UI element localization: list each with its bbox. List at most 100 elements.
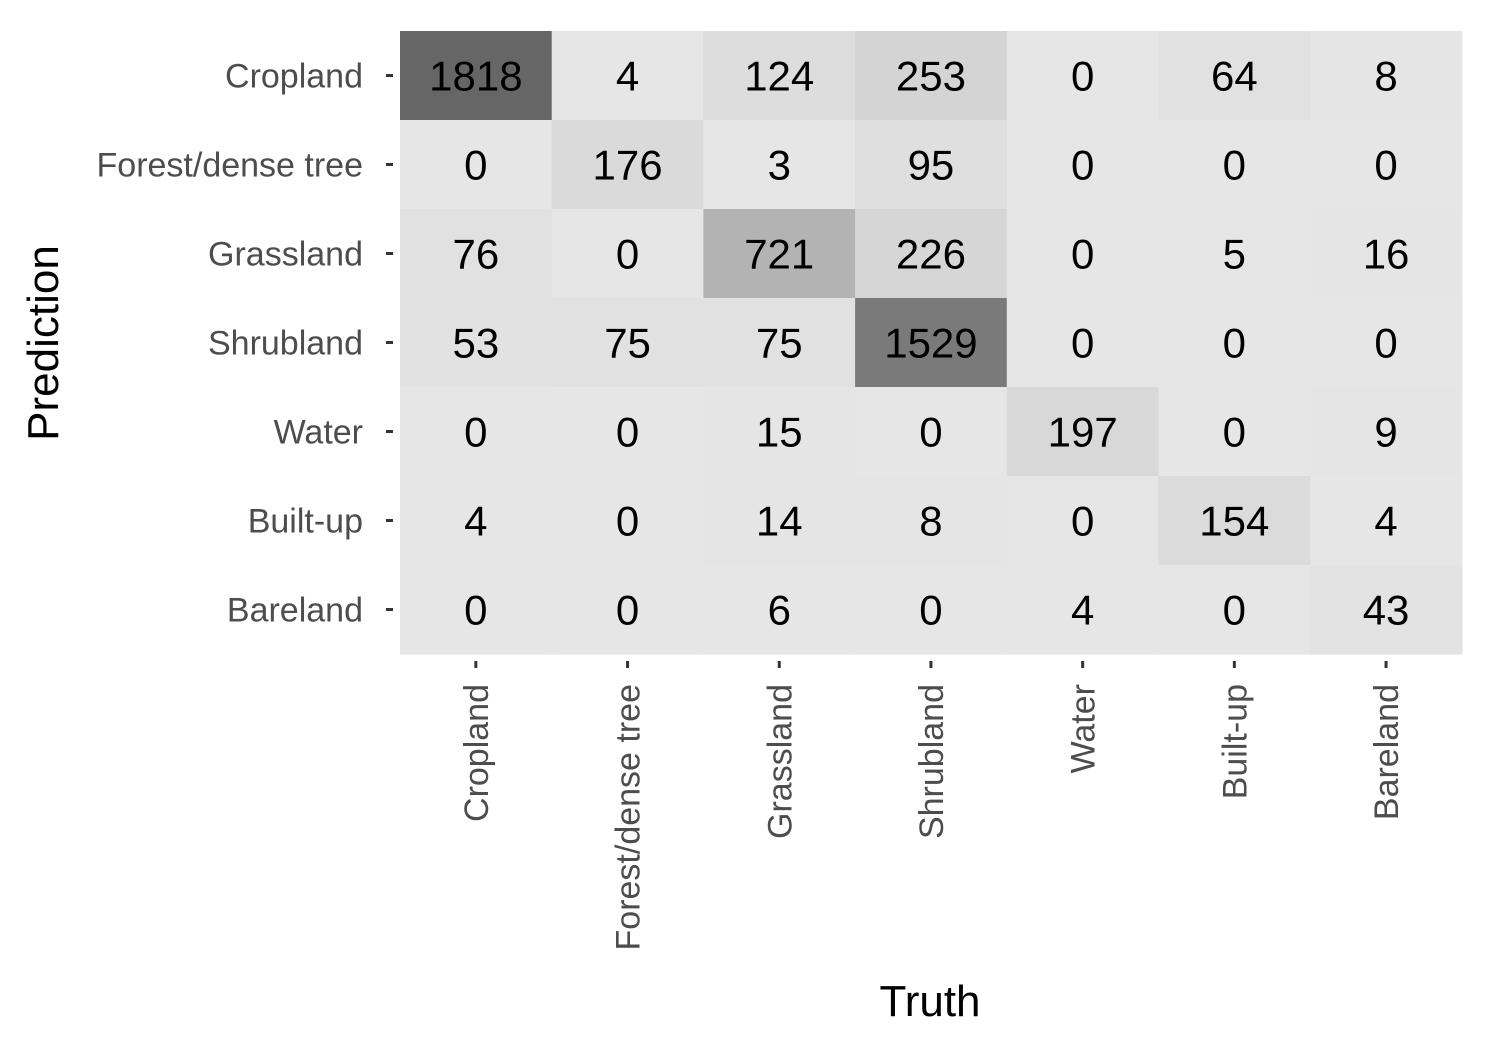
heatmap-cell-built-up-grassland (703, 476, 856, 566)
y-axis-ticks: Cropland Forest/dense tree Grassland Shrubl… (97, 58, 393, 630)
y-tick-label-grassland: Grassland (208, 236, 363, 274)
x-axis-title: Truth (879, 977, 980, 1026)
cell-value-cropland-built-up: 64 (1211, 53, 1258, 100)
x-tick-label-cropland: Cropland (458, 684, 496, 822)
heatmap-cell-grassland-shrubland (855, 209, 1008, 299)
cell-value-water-water: 197 (1048, 409, 1118, 456)
cell-value-shrubland-built-up: 0 (1223, 320, 1246, 367)
heatmap-cell-bareland-built-up (1158, 565, 1311, 655)
cell-value-forest-dense-tree-forest-dense-tree: 176 (593, 142, 663, 189)
heatmap-cell-water-shrubland (855, 387, 1008, 477)
heatmap-cell-shrubland-bareland (1310, 298, 1463, 388)
cell-value-grassland-grassland: 721 (744, 231, 814, 278)
heatmap-cell-cropland-shrubland (855, 31, 1008, 121)
cell-value-bareland-cropland: 0 (464, 587, 487, 634)
cell-value-water-forest-dense-tree: 0 (616, 409, 639, 456)
heatmap-cell-built-up-cropland (400, 476, 553, 566)
heatmap-cell-grassland-cropland (400, 209, 553, 299)
heatmap-cell-bareland-forest-dense-tree (551, 565, 704, 655)
x-tick-label-built-up: Built-up (1216, 684, 1254, 799)
cell-value-grassland-bareland: 16 (1363, 231, 1410, 278)
cell-value-built-up-built-up: 154 (1199, 498, 1269, 545)
heatmap-cell-cropland-bareland (1310, 31, 1463, 121)
heatmap-cell-shrubland-built-up (1158, 298, 1311, 388)
cell-value-cropland-bareland: 8 (1374, 53, 1397, 100)
cell-value-shrubland-forest-dense-tree: 75 (604, 320, 651, 367)
cell-value-shrubland-cropland: 53 (452, 320, 499, 367)
heatmap-cell-grassland-built-up (1158, 209, 1311, 299)
heatmap-cell-bareland-grassland (703, 565, 856, 655)
y-tick-label-water: Water (274, 414, 363, 452)
x-tick-label-forest-dense-tree: Forest/dense tree (610, 684, 648, 950)
cell-value-built-up-forest-dense-tree: 0 (616, 498, 639, 545)
heatmap-cell-water-cropland (400, 387, 553, 477)
heatmap-cell-cropland-grassland (703, 31, 856, 121)
heatmap-cell-forest-dense-tree-grassland (703, 120, 856, 210)
cell-value-built-up-bareland: 4 (1374, 498, 1397, 545)
heatmap-cell-water-grassland (703, 387, 856, 477)
cell-value-water-shrubland: 0 (919, 409, 942, 456)
heatmap-cell-bareland-water (1006, 565, 1160, 655)
heatmap-cell-forest-dense-tree-forest-dense-tree (551, 120, 704, 210)
heatmap-cell-built-up-water (1006, 476, 1160, 566)
heatmap-cell-bareland-shrubland (855, 565, 1008, 655)
y-axis-title: Prediction (19, 245, 68, 441)
cell-value-bareland-shrubland: 0 (919, 587, 942, 634)
cell-value-water-cropland: 0 (464, 409, 487, 456)
cell-value-shrubland-bareland: 0 (1374, 320, 1397, 367)
cell-value-shrubland-shrubland: 1529 (884, 320, 977, 367)
heatmap-cell-water-built-up (1158, 387, 1311, 477)
heatmap-cell-grassland-grassland (703, 209, 856, 299)
heatmap-cell-shrubland-cropland (400, 298, 553, 388)
x-tick-label-grassland: Grassland (761, 684, 799, 839)
heatmap-cell-cropland-forest-dense-tree (551, 31, 704, 121)
cell-value-water-bareland: 9 (1374, 409, 1397, 456)
y-tick-label-forest-dense-tree: Forest/dense tree (97, 147, 363, 185)
cell-value-built-up-water: 0 (1071, 498, 1094, 545)
heatmap-cell-built-up-built-up (1158, 476, 1311, 566)
y-tick-label-built-up: Built-up (248, 503, 363, 541)
heatmap-cell-grassland-bareland (1310, 209, 1463, 299)
cell-value-forest-dense-tree-water: 0 (1071, 142, 1094, 189)
heatmap-cell-water-water (1006, 387, 1160, 477)
heatmap-cell-labels: 1818 4 124 253 0 64 80 176 3 95 0 0 076 0 721 226 0 5 1653… (429, 53, 1409, 634)
cell-value-grassland-forest-dense-tree: 0 (616, 231, 639, 278)
cell-value-cropland-water: 0 (1071, 53, 1094, 100)
heatmap-cell-grassland-water (1006, 209, 1160, 299)
heatmap-cell-forest-dense-tree-bareland (1310, 120, 1463, 210)
cell-value-cropland-grassland: 124 (744, 53, 814, 100)
cell-value-grassland-water: 0 (1071, 231, 1094, 278)
cell-value-forest-dense-tree-built-up: 0 (1223, 142, 1246, 189)
heatmap-cell-grassland-forest-dense-tree (551, 209, 704, 299)
cell-value-cropland-cropland: 1818 (429, 53, 522, 100)
cell-value-bareland-water: 4 (1071, 587, 1094, 634)
heatmap-cell-forest-dense-tree-built-up (1158, 120, 1311, 210)
heatmap-cell-built-up-bareland (1310, 476, 1463, 566)
heatmap-cells (400, 31, 1463, 655)
heatmap-cell-bareland-bareland (1310, 565, 1463, 655)
x-tick-label-water: Water (1065, 684, 1103, 773)
heatmap-cell-bareland-cropland (400, 565, 553, 655)
heatmap-cell-cropland-built-up (1158, 31, 1311, 121)
cell-value-water-grassland: 15 (756, 409, 803, 456)
heatmap-cell-cropland-cropland (400, 31, 553, 121)
y-tick-label-cropland: Cropland (225, 58, 363, 96)
cell-value-built-up-shrubland: 8 (919, 498, 942, 545)
heatmap-cell-forest-dense-tree-shrubland (855, 120, 1008, 210)
heatmap-cell-built-up-shrubland (855, 476, 1008, 566)
cell-value-forest-dense-tree-bareland: 0 (1374, 142, 1397, 189)
heatmap-cell-shrubland-grassland (703, 298, 856, 388)
heatmap-cell-shrubland-shrubland (855, 298, 1008, 388)
heatmap-cell-forest-dense-tree-cropland (400, 120, 553, 210)
cell-value-bareland-built-up: 0 (1223, 587, 1246, 634)
heatmap-cell-shrubland-water (1006, 298, 1160, 388)
cell-value-bareland-bareland: 43 (1363, 587, 1410, 634)
y-tick-label-bareland: Bareland (227, 592, 363, 630)
heatmap-cell-cropland-water (1006, 31, 1160, 121)
cell-value-grassland-shrubland: 226 (896, 231, 966, 278)
cell-value-cropland-forest-dense-tree: 4 (616, 53, 639, 100)
cell-value-built-up-grassland: 14 (756, 498, 803, 545)
heatmap-cell-shrubland-forest-dense-tree (551, 298, 704, 388)
cell-value-cropland-shrubland: 253 (896, 53, 966, 100)
